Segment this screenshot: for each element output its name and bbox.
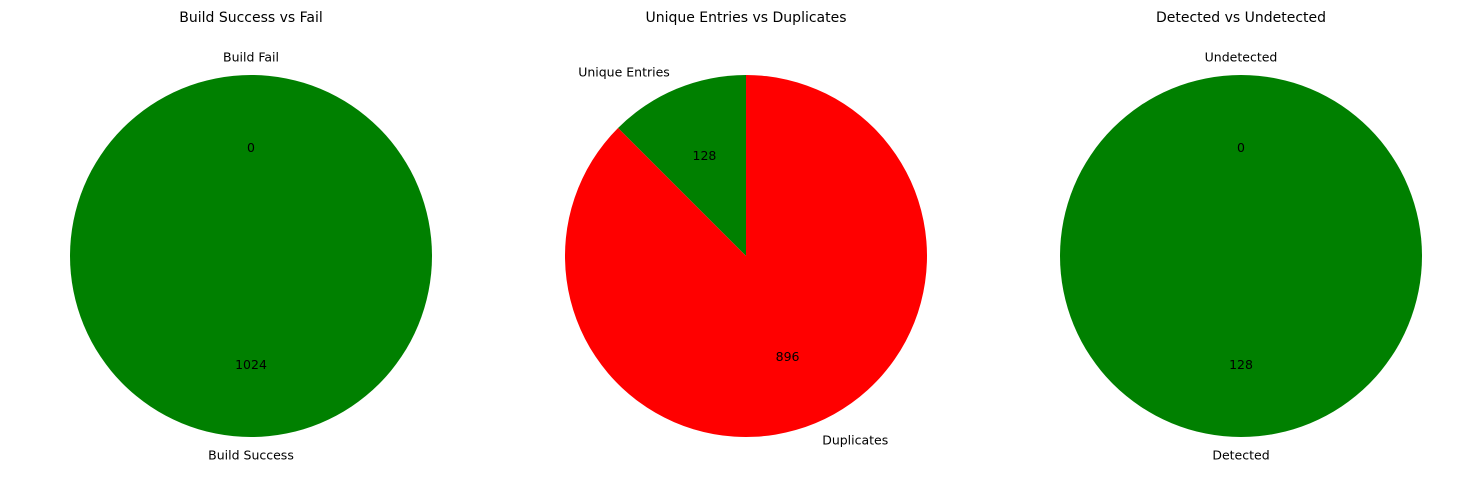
pie-chart-detection: Detected vs Undetected Detected 128 Undete… xyxy=(1060,10,1422,463)
slice-label-unique-entries: Unique Entries xyxy=(578,65,670,80)
slice-value-build-fail: 0 xyxy=(247,140,255,155)
pie-chart-build: Build Success vs Fail Build Success 1024 B… xyxy=(70,10,432,463)
slice-value-undetected: 0 xyxy=(1237,140,1245,155)
chart-title: Detected vs Undetected xyxy=(1156,10,1326,26)
slice-label-undetected: Undetected xyxy=(1205,49,1278,64)
pie-chart-entries: Unique Entries vs Duplicates Unique Entr… xyxy=(565,10,927,447)
slice-value-unique-entries: 128 xyxy=(693,148,717,163)
pie-slice-duplicates xyxy=(565,75,927,437)
slice-value-duplicates: 896 xyxy=(776,349,800,364)
slice-label-build-success: Build Success xyxy=(208,448,294,463)
slice-value-detected: 128 xyxy=(1229,357,1253,372)
slice-label-detected: Detected xyxy=(1212,448,1269,463)
chart-title: Unique Entries vs Duplicates xyxy=(645,10,846,26)
chart-title: Build Success vs Fail xyxy=(179,10,323,26)
slice-label-build-fail: Build Fail xyxy=(223,49,279,64)
pie-slice-unique-entries xyxy=(618,75,746,256)
slice-value-build-success: 1024 xyxy=(235,357,267,372)
slice-label-duplicates: Duplicates xyxy=(822,432,888,447)
pie-slice-build-success xyxy=(70,75,432,437)
pie-slice-detected xyxy=(1060,75,1422,437)
